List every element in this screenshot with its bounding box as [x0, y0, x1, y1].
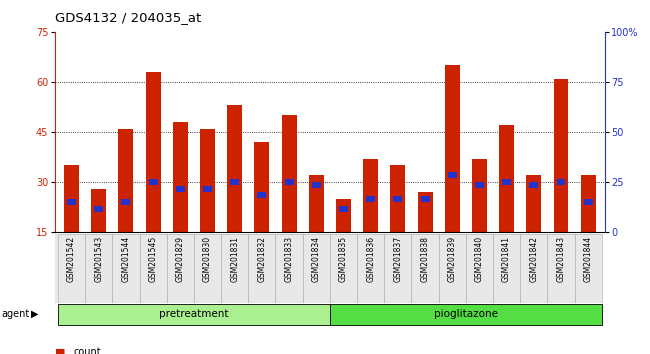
Bar — [227, 105, 242, 232]
Bar — [502, 179, 511, 185]
Bar — [203, 185, 212, 192]
Bar — [309, 175, 324, 232]
Bar — [445, 65, 460, 232]
Bar — [391, 165, 406, 232]
Text: GSM201545: GSM201545 — [149, 236, 158, 282]
Bar — [411, 234, 439, 303]
Bar — [64, 165, 79, 232]
Text: ▶: ▶ — [31, 309, 39, 319]
Bar — [230, 179, 239, 185]
Text: GSM201833: GSM201833 — [285, 236, 294, 282]
Text: GSM201831: GSM201831 — [230, 236, 239, 282]
Bar — [112, 234, 140, 303]
Text: agent: agent — [1, 309, 29, 319]
Bar — [330, 304, 602, 325]
Bar — [176, 185, 185, 192]
Bar — [200, 129, 215, 232]
Bar — [520, 234, 547, 303]
Bar — [173, 122, 188, 232]
Text: ■: ■ — [55, 347, 66, 354]
Bar — [554, 79, 569, 232]
Text: GSM201837: GSM201837 — [393, 236, 402, 282]
Bar — [85, 234, 112, 303]
Bar — [499, 125, 514, 232]
Bar — [526, 175, 541, 232]
Text: GSM201838: GSM201838 — [421, 236, 430, 282]
Bar — [472, 159, 487, 232]
Bar — [547, 234, 575, 303]
Bar — [575, 234, 602, 303]
Bar — [556, 179, 566, 185]
Bar — [276, 234, 303, 303]
Bar — [580, 175, 595, 232]
Text: pretreatment: pretreatment — [159, 309, 229, 319]
Bar — [122, 199, 131, 205]
Bar — [421, 195, 430, 201]
Bar — [118, 129, 133, 232]
Bar — [58, 234, 85, 303]
Bar — [439, 234, 466, 303]
Text: GSM201843: GSM201843 — [556, 236, 566, 282]
Bar — [285, 179, 294, 185]
Bar — [417, 192, 432, 232]
Text: GSM201842: GSM201842 — [529, 236, 538, 282]
Bar — [94, 206, 103, 212]
Bar — [493, 234, 520, 303]
Text: GSM201839: GSM201839 — [448, 236, 457, 282]
Text: count: count — [73, 347, 101, 354]
Bar — [384, 234, 411, 303]
Bar — [330, 234, 357, 303]
Bar — [194, 234, 221, 303]
Bar — [584, 199, 593, 205]
Text: GDS4132 / 204035_at: GDS4132 / 204035_at — [55, 11, 201, 24]
Bar — [393, 195, 402, 201]
Bar — [448, 172, 457, 178]
Bar — [58, 304, 330, 325]
Text: GSM201542: GSM201542 — [67, 236, 76, 282]
Bar — [67, 199, 76, 205]
Text: GSM201844: GSM201844 — [584, 236, 593, 282]
Bar — [475, 182, 484, 188]
Bar — [336, 199, 351, 232]
Bar — [146, 72, 161, 232]
Bar — [149, 179, 157, 185]
Bar — [466, 234, 493, 303]
Text: GSM201830: GSM201830 — [203, 236, 212, 282]
Bar — [167, 234, 194, 303]
Text: GSM201829: GSM201829 — [176, 236, 185, 282]
Text: GSM201835: GSM201835 — [339, 236, 348, 282]
Bar — [363, 159, 378, 232]
Text: GSM201840: GSM201840 — [475, 236, 484, 282]
Bar — [529, 182, 538, 188]
Bar — [254, 142, 269, 232]
Text: GSM201834: GSM201834 — [312, 236, 321, 282]
Text: GSM201832: GSM201832 — [257, 236, 266, 282]
Text: GSM201543: GSM201543 — [94, 236, 103, 282]
Bar — [357, 234, 384, 303]
Bar — [339, 206, 348, 212]
Bar — [312, 182, 320, 188]
Bar — [91, 189, 106, 232]
Text: pioglitazone: pioglitazone — [434, 309, 498, 319]
Bar — [257, 192, 266, 198]
Text: GSM201836: GSM201836 — [366, 236, 375, 282]
Bar — [303, 234, 330, 303]
Bar — [366, 195, 375, 201]
Bar — [248, 234, 276, 303]
Bar — [221, 234, 248, 303]
Bar — [140, 234, 167, 303]
Text: GSM201841: GSM201841 — [502, 236, 511, 282]
Text: GSM201544: GSM201544 — [122, 236, 131, 282]
Bar — [281, 115, 296, 232]
